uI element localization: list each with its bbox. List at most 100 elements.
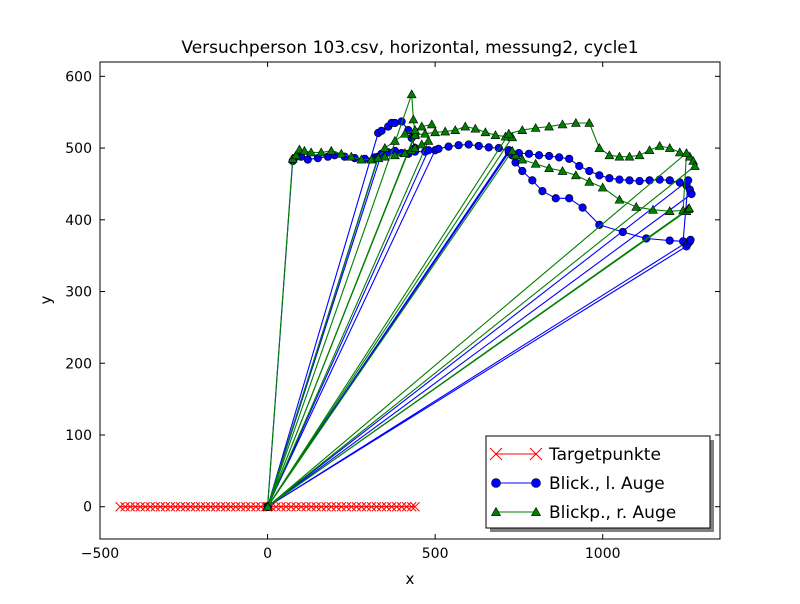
target-point-stroke-b [401,501,412,512]
target-point-stroke-b [291,501,301,512]
legend-entry: Blickp., r. Auge [490,503,676,523]
left-eye-point [484,143,493,152]
left-eye-point [575,161,584,171]
target-point-stroke-b [245,501,256,512]
right-eye-point [366,154,377,164]
target-point-stroke-b [356,501,367,512]
right-eye-point [597,182,608,192]
legend-label: Blick., l. Auge [549,474,665,494]
y-tick-label: 0 [83,500,92,516]
legend-marker [531,478,541,488]
left-eye-point [390,118,400,128]
y-axis-label: y [37,295,55,304]
target-point-stroke-b [200,501,211,512]
y-tick-label: 200 [65,356,92,372]
plot-inner [115,89,700,512]
target-point [210,501,221,512]
target-point-stroke-b [371,501,382,512]
target-point-stroke-b [155,501,166,512]
right-eye-point [530,158,541,168]
target-point-stroke-b [150,501,161,512]
target-point [336,501,347,512]
series-2 [262,89,700,511]
right-eye-point [400,148,410,157]
target-point-stroke-b [230,501,241,512]
target-point [125,501,136,512]
right-eye-point [390,135,400,145]
right-eye-point [664,143,675,152]
target-point [160,501,171,512]
target-point [165,501,176,512]
target-point [115,501,125,512]
target-point [286,501,296,512]
target-point [175,501,186,512]
right-eye-point [373,153,384,162]
target-point-stroke-b [220,501,231,512]
right-eye-point [517,154,528,164]
left-eye-point [565,154,574,163]
right-eye-point [379,143,390,152]
target-point [235,501,246,512]
target-point-stroke-b [301,501,311,512]
legend-marker-stroke-b [529,447,543,461]
target-point [245,501,256,512]
target-point-stroke-b [165,501,176,512]
target-point-stroke-b [205,501,216,512]
target-point-stroke-b [175,501,186,512]
target-point [150,501,161,512]
target-point-stroke-b [346,501,357,512]
left-eye-point [544,151,554,161]
left-eye-point [615,175,624,184]
right-eye-point [480,127,491,137]
x-tick-label: 1000 [585,546,621,562]
right-eye-point [430,127,441,137]
right-eye-point [379,151,390,161]
right-eye-point [570,117,581,127]
right-eye-point [517,125,528,134]
left-eye-point [434,144,443,153]
right-eye-point [614,151,625,161]
target-point [341,501,352,512]
target-point-stroke-b [190,501,201,512]
right-eye-point [570,170,581,180]
left-eye-point [635,176,644,186]
target-point [321,501,332,512]
left-eye-point [578,203,587,212]
right-eye-point [674,147,685,157]
target-point [281,501,291,512]
target-point [386,501,397,512]
left-eye-point [474,141,483,151]
target-point [240,501,251,512]
right-eye-point [346,151,357,161]
left-eye-point [605,174,614,183]
target-point-stroke-b [120,501,130,512]
target-point-stroke-b [351,501,362,512]
right-eye-point [400,128,410,138]
right-eye-point [594,143,605,152]
y-tick-label: 500 [65,141,92,157]
right-eye-point [326,145,337,155]
left-eye-point [551,194,560,203]
target-point-stroke-b [235,501,246,512]
target-point [180,501,191,512]
left-eye-point [534,151,544,160]
right-eye-point [689,160,700,170]
legend-marker [491,478,501,488]
target-point [366,501,377,512]
target-point [291,501,301,512]
target-point-stroke-b [145,501,156,512]
y-tick-label: 300 [65,285,92,301]
target-point-stroke-b [396,501,407,512]
left-eye-point [524,149,534,158]
target-point-stroke-b [296,501,306,512]
target-point-stroke-b [271,501,281,512]
target-point [331,501,342,512]
right-eye-point [584,117,595,127]
target-point [220,501,231,512]
target-point [376,501,387,512]
target-point [326,501,337,512]
legend-marker [529,447,543,461]
target-point-stroke-b [316,501,327,512]
right-eye-point [503,128,514,138]
